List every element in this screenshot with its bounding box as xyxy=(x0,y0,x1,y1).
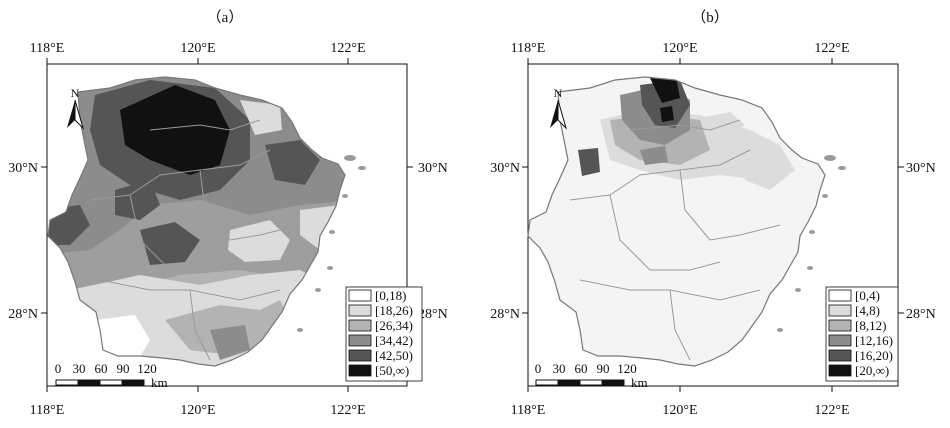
coastal-islands xyxy=(777,155,846,332)
lat-tick-label: 28°N xyxy=(490,307,520,322)
lon-tick-label: 122°E xyxy=(814,41,849,56)
panel-b-contours xyxy=(528,77,825,366)
legend-swatch xyxy=(828,304,852,317)
panel-b-label: （b） xyxy=(691,9,729,26)
scale-tick: 0 xyxy=(535,361,542,376)
legend-label: [18,26) xyxy=(375,303,413,318)
panel-a-contours xyxy=(48,77,345,366)
panel-b-map xyxy=(527,76,846,367)
legend-label: [8,12) xyxy=(855,318,886,333)
lat-tick-label: 28°N xyxy=(906,307,936,322)
legend-swatch xyxy=(828,364,852,377)
legend-swatch xyxy=(348,364,372,377)
legend-label: [42,50) xyxy=(375,348,413,363)
scale-tick: 30 xyxy=(553,361,566,376)
lon-tick-label: 118°E xyxy=(30,403,65,418)
lon-tick-label: 122°E xyxy=(814,403,849,418)
legend-swatch xyxy=(348,289,372,302)
legend-swatch xyxy=(348,319,372,332)
legend-swatch xyxy=(348,334,372,347)
scale-unit: km xyxy=(151,375,168,390)
coastal-islands xyxy=(297,155,366,332)
panel-a-legend: [0,18)[18,26)[26,34)[34,42)[42,50)[50,∞) xyxy=(345,286,423,382)
province-outline xyxy=(527,76,826,367)
scale-tick: 30 xyxy=(73,361,86,376)
legend-swatch xyxy=(828,289,852,302)
panel-a-scale-bar: 0 30 60 90 120 km xyxy=(55,361,168,390)
panel-b-right-axis: 30°N 28°N xyxy=(898,161,936,322)
legend-label: [26,34) xyxy=(375,318,413,333)
north-arrow-icon xyxy=(67,100,75,128)
lat-tick-label: 30°N xyxy=(418,161,448,176)
legend-swatch xyxy=(828,334,852,347)
legend-label: [0,4) xyxy=(855,288,880,303)
legend-label: [50,∞) xyxy=(375,363,409,378)
legend-label: [34,42) xyxy=(375,333,413,348)
lat-tick-label: 28°N xyxy=(418,307,448,322)
lon-tick-label: 120°E xyxy=(180,41,215,56)
lon-tick-label: 122°E xyxy=(330,403,365,418)
city-boundaries xyxy=(89,119,301,361)
panel-b-bottom-axis: 118°E 120°E 122°E xyxy=(511,386,850,418)
lat-tick-label: 30°N xyxy=(906,161,936,176)
north-label: N xyxy=(554,86,563,100)
panel-a-frame xyxy=(46,63,408,387)
panel-b-frame xyxy=(527,63,899,387)
lon-tick-label: 118°E xyxy=(30,41,65,56)
panel-a-label: （a） xyxy=(207,9,244,26)
lat-tick-label: 30°N xyxy=(490,161,520,176)
scale-tick: 90 xyxy=(117,361,130,376)
scale-tick: 120 xyxy=(617,361,637,376)
lon-tick-label: 118°E xyxy=(511,403,546,418)
province-outline xyxy=(47,76,346,367)
legend-label: [12,16) xyxy=(855,333,893,348)
lon-tick-label: 120°E xyxy=(180,403,215,418)
legend-swatch xyxy=(828,349,852,362)
panel-b-left-axis: 30°N 28°N xyxy=(490,161,528,322)
panel-a-bottom-axis: 118°E 120°E 122°E xyxy=(30,386,366,418)
lon-tick-label: 118°E xyxy=(511,41,546,56)
lat-tick-label: 28°N xyxy=(8,307,38,322)
panel-b-top-axis: 118°E 120°E 122°E xyxy=(511,41,850,64)
panel-a: （a） 118°E 120°E 122°E 118°E 120°E 122°E … xyxy=(8,9,447,418)
panel-b-scale-bar: 0 30 60 90 120 km xyxy=(535,361,648,390)
legend-swatch xyxy=(828,319,852,332)
city-boundaries xyxy=(569,119,781,361)
scale-tick: 90 xyxy=(597,361,610,376)
legend-label: [20,∞) xyxy=(855,363,889,378)
panel-b-legend: [0,4)[4,8)[8,12)[12,16)[16,20)[20,∞) xyxy=(825,286,899,382)
north-arrow-icon xyxy=(550,100,558,128)
scale-tick: 60 xyxy=(95,361,108,376)
scale-tick: 0 xyxy=(55,361,62,376)
lon-tick-label: 120°E xyxy=(662,403,697,418)
legend-swatch xyxy=(348,304,372,317)
legend-label: [16,20) xyxy=(855,348,893,363)
panel-b-north-arrow: N xyxy=(550,86,568,130)
legend-swatch xyxy=(348,349,372,362)
legend-label: [4,8) xyxy=(855,303,880,318)
panel-b: （b） 118°E 120°E 122°E 118°E 120°E 122°E … xyxy=(490,9,935,418)
scale-tick: 120 xyxy=(137,361,157,376)
panel-a-north-arrow: N xyxy=(67,86,85,130)
scale-tick: 60 xyxy=(575,361,588,376)
north-label: N xyxy=(71,86,80,100)
panel-a-top-axis: 118°E 120°E 122°E xyxy=(30,41,366,64)
scale-unit: km xyxy=(631,375,648,390)
panel-a-left-axis: 30°N 28°N xyxy=(8,161,47,322)
lat-tick-label: 30°N xyxy=(8,161,38,176)
legend-label: [0,18) xyxy=(375,288,406,303)
lon-tick-label: 120°E xyxy=(662,41,697,56)
panel-a-map xyxy=(47,76,366,367)
lon-tick-label: 122°E xyxy=(330,41,365,56)
